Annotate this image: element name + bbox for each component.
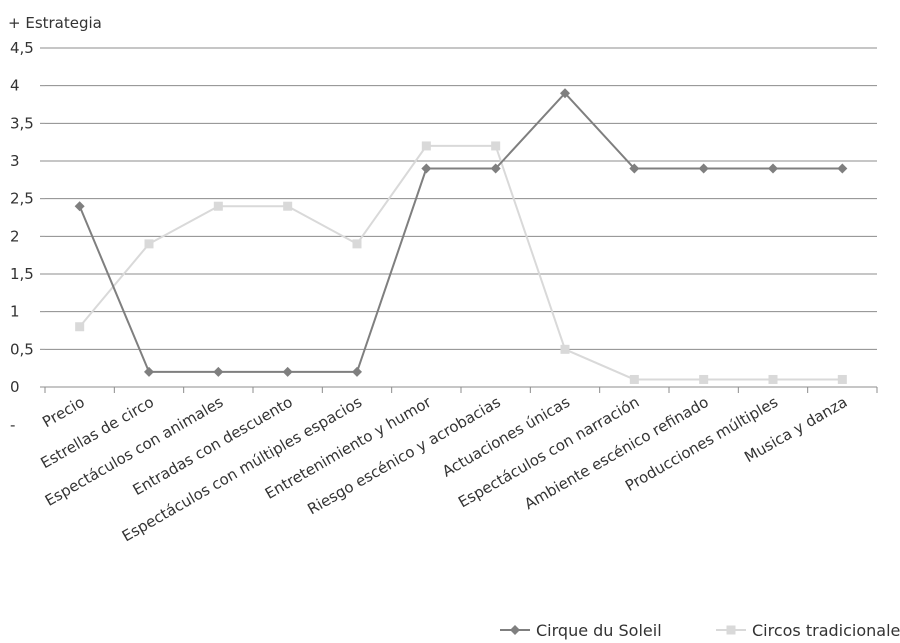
- x-tick-label: Precio: [39, 393, 87, 431]
- point-circos-tradicionales: [421, 141, 431, 151]
- point-cirque-du-soleil: [213, 366, 224, 377]
- legend-marker-cirque-du-soleil: [510, 625, 520, 635]
- point-cirque-du-soleil: [698, 163, 709, 174]
- legend-marker-circos-tradicionales: [726, 625, 736, 635]
- gridlines: [40, 47, 877, 388]
- legend: Cirque du Soleil Circos tradicionales: [500, 621, 900, 640]
- y-tick-label: 2,5: [10, 190, 34, 208]
- y-tick-label: 1,5: [10, 265, 34, 283]
- point-circos-tradicionales: [213, 201, 223, 211]
- legend-label-cirque-du-soleil: Cirque du Soleil: [536, 621, 662, 640]
- point-circos-tradicionales: [144, 239, 154, 249]
- series: [74, 88, 848, 384]
- point-circos-tradicionales: [629, 374, 639, 384]
- y-tick-label: 2: [10, 227, 20, 245]
- series-line-circos-tradicionales: [78, 144, 843, 381]
- point-circos-tradicionales: [352, 239, 362, 249]
- point-cirque-du-soleil: [490, 163, 501, 174]
- point-circos-tradicionales: [837, 374, 847, 384]
- point-circos-tradicionales: [699, 374, 709, 384]
- y-tick-label: 1: [10, 303, 20, 321]
- y-tick-label: 3: [10, 152, 20, 170]
- point-cirque-du-soleil: [74, 201, 85, 212]
- x-tick-label: Estrellas de circo: [38, 393, 157, 472]
- point-cirque-du-soleil: [144, 366, 154, 377]
- series-line-cirque-du-soleil: [78, 91, 843, 373]
- y-axis-ticks: 0 0,5 1 1,5 2 2,5 3 3,5 4 4,5: [10, 39, 34, 396]
- y-tick-label: 0,5: [10, 340, 34, 358]
- bottom-label: -: [10, 416, 15, 434]
- legend-label-circos-tradicionales: Circos tradicionales: [752, 621, 900, 640]
- point-cirque-du-soleil: [352, 366, 362, 377]
- y-tick-label: 4: [10, 77, 20, 95]
- point-cirque-du-soleil: [560, 88, 570, 99]
- point-cirque-du-soleil: [282, 366, 293, 377]
- y-tick-label: 4,5: [10, 39, 34, 57]
- point-cirque-du-soleil: [768, 163, 778, 174]
- top-label: + Estrategia: [8, 14, 102, 32]
- point-circos-tradicionales: [560, 344, 570, 354]
- y-tick-label: 0: [10, 378, 20, 396]
- point-cirque-du-soleil: [837, 163, 848, 174]
- point-circos-tradicionales: [75, 322, 85, 332]
- point-cirque-du-soleil: [629, 163, 640, 174]
- point-cirque-du-soleil: [421, 163, 432, 174]
- point-circos-tradicionales: [283, 201, 293, 211]
- point-circos-tradicionales: [768, 374, 778, 384]
- y-tick-label: 3,5: [10, 114, 34, 132]
- point-circos-tradicionales: [491, 141, 501, 151]
